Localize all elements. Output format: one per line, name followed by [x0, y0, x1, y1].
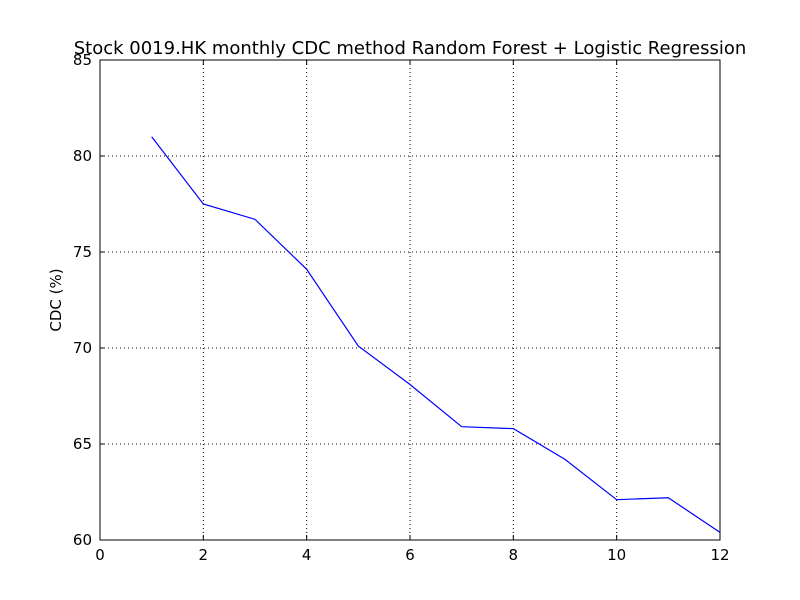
- y-tick-label: 60: [73, 531, 92, 549]
- grid-lines: [99, 59, 721, 541]
- x-tick-label: 6: [405, 546, 415, 564]
- chart-title: Stock 0019.HK monthly CDC method Random …: [74, 38, 747, 59]
- y-tick-label: 75: [73, 243, 92, 261]
- x-tick-label: 8: [509, 546, 519, 564]
- series-line: [151, 136, 721, 533]
- series-layer: [151, 136, 721, 533]
- y-axis-label: CDC (%): [47, 268, 65, 331]
- y-tick-label: 80: [73, 147, 92, 165]
- x-tick-label: 12: [710, 546, 729, 564]
- y-tick-label: 85: [73, 51, 92, 69]
- x-tick-label: 0: [95, 546, 105, 564]
- x-tick-label: 4: [302, 546, 312, 564]
- x-axis: 0 2 4 6 8 10 12: [95, 60, 730, 564]
- y-tick-label: 65: [73, 435, 92, 453]
- y-axis: 60 65 70 75 80 85: [73, 51, 720, 549]
- y-tick-label: 70: [73, 339, 92, 357]
- x-tick-label: 10: [607, 546, 626, 564]
- x-tick-label: 2: [199, 546, 209, 564]
